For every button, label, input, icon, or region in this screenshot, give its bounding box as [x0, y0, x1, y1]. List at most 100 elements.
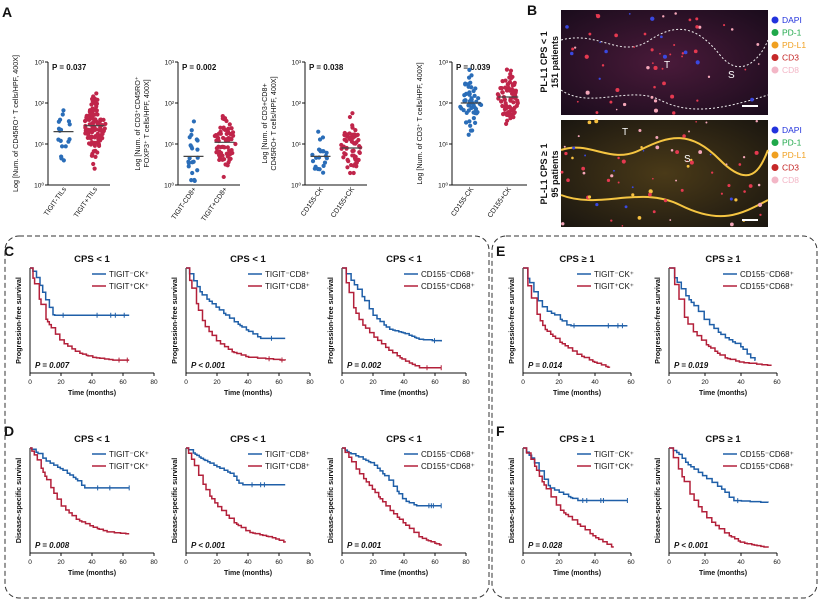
cell-speck: [686, 160, 689, 163]
data-point: [347, 114, 353, 120]
x-tick-label: 20: [57, 559, 65, 566]
data-point: [509, 107, 514, 112]
data-point: [317, 167, 322, 172]
legend-label: TIGIT⁻CK⁺: [109, 270, 149, 279]
legend-label-pd-1: PD-1: [782, 28, 802, 38]
cell-speck: [729, 197, 733, 201]
region-label-s: S: [728, 70, 735, 81]
data-point: [91, 94, 96, 99]
x-tick-label: 20: [369, 379, 377, 386]
data-point: [464, 110, 469, 115]
x-tick-label: 20: [213, 379, 221, 386]
row2-label-line2: 95 patients: [550, 150, 560, 197]
group-label: TIGIT-CD8+: [171, 186, 198, 221]
cell-speck: [757, 183, 761, 187]
data-point: [504, 67, 510, 72]
data-point: [63, 144, 68, 149]
data-point: [348, 170, 353, 176]
survival-curve-high: [523, 447, 614, 548]
x-tick-label: 80: [306, 379, 314, 386]
cell-speck: [615, 87, 620, 92]
survival-curve-high: [30, 267, 130, 361]
cell-speck: [683, 50, 688, 55]
cell-speck: [675, 150, 680, 154]
x-tick-label: 40: [400, 559, 408, 566]
y-tick-label: 10³: [35, 60, 45, 67]
cell-speck: [610, 174, 614, 178]
y-tick-label: 10¹: [165, 142, 175, 149]
x-tick-label: 60: [627, 559, 635, 566]
x-tick-label: 60: [275, 559, 283, 566]
data-point: [94, 91, 99, 96]
cps-lt1-group-box: [4, 235, 490, 599]
x-tick-label: 60: [773, 559, 781, 566]
survival-curve-low: [30, 267, 130, 317]
data-point: [192, 177, 197, 183]
x-axis-label: Time (months): [224, 390, 272, 397]
cell-speck: [652, 177, 654, 180]
cell-speck: [750, 97, 754, 102]
data-point: [316, 129, 321, 134]
data-point: [230, 133, 236, 138]
km-chart-E2: 0 20 40 60 Time (months) Progression-free sur…: [653, 254, 794, 397]
x-tick-label: 80: [306, 559, 314, 566]
data-point: [221, 126, 226, 131]
data-point: [187, 156, 192, 161]
data-point: [86, 133, 91, 138]
y-tick-label: 10³: [439, 60, 449, 67]
cell-speck: [681, 55, 684, 58]
legend-dot-cd3: [771, 164, 779, 171]
cell-speck: [723, 24, 726, 27]
data-point: [190, 160, 195, 165]
cell-speck: [613, 169, 615, 172]
data-point: [469, 97, 474, 102]
p-value: P = 0.019: [674, 361, 709, 370]
cell-speck: [621, 225, 624, 227]
cell-speck: [734, 198, 738, 202]
data-point: [212, 133, 217, 139]
chart-title: CPS < 1: [386, 434, 422, 445]
data-point: [225, 163, 230, 168]
cell-speck: [631, 193, 635, 197]
data-point: [469, 105, 474, 111]
legend-label: CD155⁺CD68⁺: [740, 462, 794, 471]
y-axis-label-line2: CD45RO+ T cells/HPF, 400X]: [269, 76, 278, 170]
data-point: [218, 129, 223, 134]
x-tick-label: 20: [369, 559, 377, 566]
cell-speck: [570, 51, 574, 56]
data-point: [310, 159, 316, 164]
data-point: [85, 129, 91, 135]
cell-speck: [669, 53, 672, 56]
cell-speck: [631, 186, 634, 189]
data-point: [98, 133, 103, 139]
cell-speck: [748, 184, 753, 188]
panel-label-c: C: [4, 243, 14, 259]
y-axis-label: Log [Num. of CD3⁺ T cells/HPF, 400X]: [415, 62, 424, 184]
legend-label: TIGIT⁻CK⁺: [594, 450, 634, 459]
group-label: CD155+CK: [330, 186, 356, 219]
data-point: [89, 127, 94, 132]
data-point: [467, 101, 473, 106]
chart-title: CPS ≥ 1: [559, 254, 595, 265]
cell-speck: [686, 164, 690, 168]
p-value: P = 0.002: [182, 63, 217, 72]
x-tick-label: 40: [737, 379, 745, 386]
data-point: [56, 137, 61, 142]
data-point: [351, 170, 356, 176]
group-label: CD155+CK: [487, 186, 513, 219]
legend-label: CD155⁻CD68⁺: [740, 450, 794, 459]
region-label-s2: S: [684, 154, 691, 165]
scatter-chart-A3: 10⁰ 10¹ 10² 10³ Log [Num. of CD3+CD8+ CD45RO+…: [260, 60, 367, 219]
data-point: [351, 153, 356, 158]
x-axis-label: Time (months): [553, 390, 601, 397]
data-point: [67, 137, 72, 142]
cell-speck: [601, 64, 605, 67]
survival-curve-high: [342, 447, 442, 546]
x-tick-label: 0: [184, 379, 188, 386]
y-tick-label: 10⁰: [164, 182, 174, 190]
data-point: [324, 150, 329, 155]
cell-speck: [695, 60, 700, 65]
cell-speck: [670, 94, 675, 99]
y-axis-label: Progression-free survival: [14, 277, 23, 364]
data-point: [342, 151, 347, 156]
